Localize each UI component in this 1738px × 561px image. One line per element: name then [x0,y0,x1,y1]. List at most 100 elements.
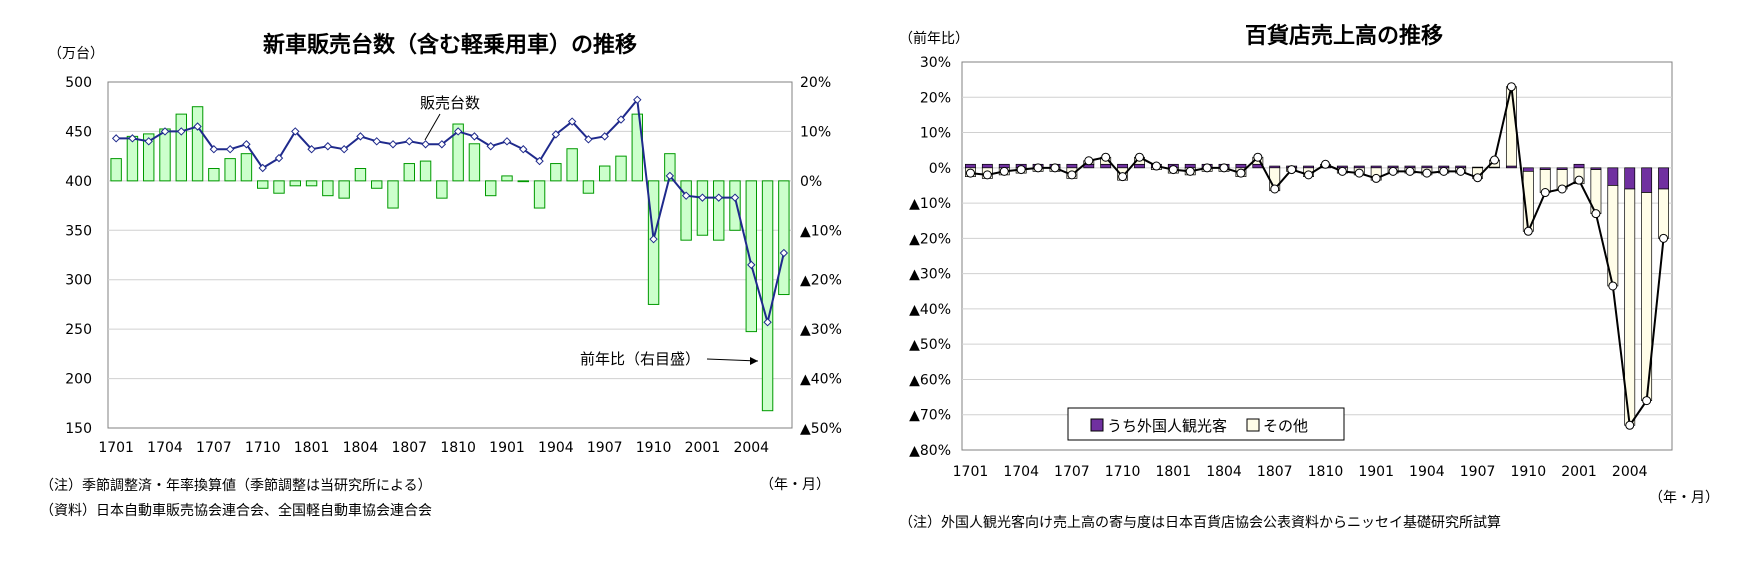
x-tick-label: 1707 [196,440,232,456]
chart-title: 新車販売台数（含む軽乗用車）の推移 [263,32,637,58]
y2-tick-label: ▲10% [800,223,842,239]
y-axis-unit-label: （万台） [48,46,104,62]
sales-point [258,163,267,173]
total-line [965,82,1669,430]
sales-point [242,140,251,149]
yoy-bar [338,180,350,199]
sales-point [665,171,675,181]
chart-new-car-sales: 新車販売台数（含む軽乗用車）の推移 （万台） 500 450 400 350 300 25… [0,0,869,557]
yoy-bar [615,155,627,182]
foreign-bar [965,163,976,169]
total-point [1168,165,1178,175]
yoy-bar [729,180,741,231]
total-point [1388,166,1398,176]
x-tick-label: 1701 [953,464,989,480]
foreign-bar [1641,167,1653,193]
yoy-bar [452,123,464,182]
y-axis-unit-label: （前年比） [899,30,969,47]
y2-tick-label: 10% [800,124,831,140]
total-point [1151,161,1161,171]
sales-point [128,134,137,143]
x-tick-label: 2001 [685,440,721,456]
total-point [1591,209,1601,219]
y-tick-label: 0% [929,161,951,177]
sales-point [193,122,202,131]
y-tick-label: 250 [65,322,92,338]
yoy-bar [354,168,367,182]
yoy-bar [305,180,318,187]
y2-tick-label: 0% [800,174,822,190]
sales-point [111,134,121,143]
x-tick-label: 1810 [440,440,476,456]
x-tick-label: 1707 [1054,464,1090,480]
legend-swatch-foreign [1090,418,1104,432]
foreign-bar [1134,163,1145,169]
x-tick-label: 1901 [1358,464,1394,480]
legend-label-foreign: うち外国人観光客 [1107,417,1227,435]
total-point [1625,420,1635,430]
sales-point [567,117,577,126]
yoy-bar [599,165,611,182]
total-point [1523,226,1533,236]
sales-point [681,191,691,200]
yoy-bar [582,180,595,194]
sales-point [388,140,398,149]
foreign-bar [1658,167,1669,190]
x-tick-label: 1804 [1206,464,1242,480]
total-point [1185,166,1195,176]
foreign-bar [1624,167,1636,190]
x-tick-label: 1701 [98,440,134,456]
total-point [1067,170,1077,180]
y-axis-ticks: 500 450 400 350 300 250 200 150 [65,75,92,437]
sales-point [209,145,219,154]
y-tick-label: 300 [65,273,92,289]
total-point [1574,175,1584,185]
x-tick-label: 1801 [1155,464,1191,480]
y-tick-label: ▲40% [909,302,951,318]
x-tick-label: 1801 [294,440,330,456]
total-point [1202,163,1212,173]
sales-point [356,132,365,141]
annotation-units-arrow [424,113,441,141]
y2-axis-ticks: 20% 10% 0% ▲10% ▲20% ▲30% ▲40% ▲50% [800,75,842,437]
total-point [1118,172,1128,182]
y2-tick-label: 20% [800,75,831,91]
sales-point [551,130,561,139]
yoy-bar [419,160,432,182]
gridlines [108,130,792,380]
sales-point [421,140,430,149]
y2-tick-label: ▲50% [800,421,842,437]
yoy-bar [761,180,774,412]
sales-point [616,115,626,124]
yoy-bar [371,180,383,189]
yoy-bar [289,180,301,187]
x-tick-label: 1810 [1308,464,1344,480]
sales-point [535,156,544,166]
x-axis-unit-label: （年・月） [1649,490,1719,506]
yoy-bar [550,163,562,182]
sales-point [470,132,479,141]
annotation-yoy: 前年比（右目盛） [580,350,700,368]
plot-area [107,81,793,429]
sales-point [502,137,512,146]
sales-point [779,248,789,258]
yoy-bar [696,180,709,236]
x-tick-label: 1710 [245,440,281,456]
x-tick-label: 1807 [1257,464,1293,480]
yoy-bar [387,180,399,209]
foreign-bar [1100,163,1112,169]
chart-department-store-sales-svg: 百貨店売上高の推移 （前年比） 30% 20% 10% 0% ▲10% ▲20% ▲30% ▲… [899,23,1719,531]
yoy-bar [403,163,415,182]
chart-title: 百貨店売上高の推移 [1245,23,1443,49]
sales-point [160,127,170,136]
yoy-bar [468,143,481,182]
y-tick-label: 350 [65,223,92,239]
total-point [1371,173,1381,183]
legend: うち外国人観光客 その他 [1067,407,1345,441]
y-tick-label: 150 [65,421,92,437]
yoy-bar [436,180,448,199]
yoy-bar [273,180,285,194]
total-point [1405,166,1415,176]
total-point [1456,166,1466,176]
y-tick-label: ▲30% [909,267,951,283]
